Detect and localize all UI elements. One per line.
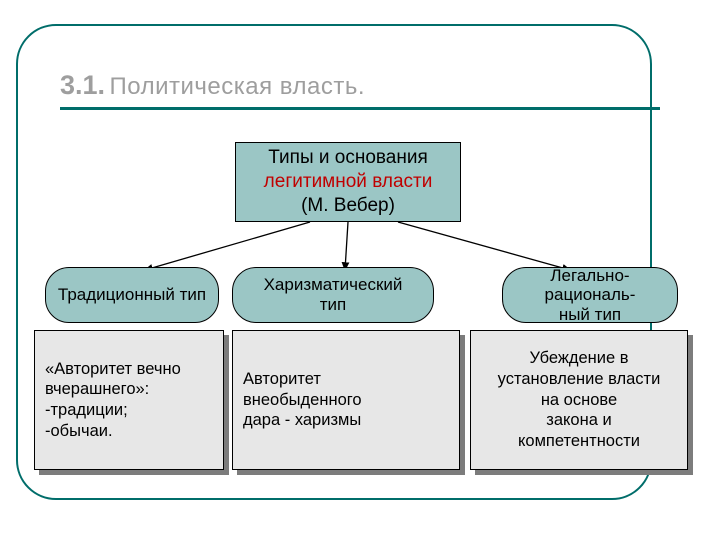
type-node-legal: Легально-рациональ-ный тип: [502, 267, 678, 323]
root-box: Типы и основания легитимной власти (М. В…: [235, 142, 461, 222]
arrow-line: [345, 222, 348, 270]
root-line3: (М. Вебер): [236, 194, 460, 218]
desc-text: Авторитетвнеобыденногодара - харизмы: [243, 369, 449, 431]
type-label: Легально-рациональ-ный тип: [545, 266, 636, 325]
desc-box-traditional: «Авторитет вечно вчерашнего»:-традиции;-…: [34, 330, 224, 470]
root-line1: Типы и основания: [236, 146, 460, 170]
arrow-line: [398, 222, 570, 270]
type-label: Харизматическийтип: [264, 275, 403, 314]
type-label: Традиционный тип: [58, 285, 206, 305]
title-text: Политическая власть.: [110, 73, 365, 100]
desc-text: Убеждение вустановление властина основез…: [481, 348, 677, 451]
type-node-traditional: Традиционный тип: [45, 267, 219, 323]
slide: { "colors": { "title": "#9e9e9e", "title…: [0, 0, 720, 540]
arrow-line: [145, 222, 310, 270]
desc-box-legal: Убеждение вустановление властина основез…: [470, 330, 688, 470]
desc-box-charismatic: Авторитетвнеобыденногодара - харизмы: [232, 330, 460, 470]
title-rule: [60, 107, 660, 110]
desc-text: «Авторитет вечно вчерашнего»:-традиции;-…: [45, 359, 213, 442]
slide-title-area: 3.1. Политическая власть.: [60, 70, 660, 110]
slide-title: 3.1. Политическая власть.: [60, 70, 660, 101]
title-number: 3.1.: [60, 70, 105, 100]
type-node-charismatic: Харизматическийтип: [232, 267, 434, 323]
root-line2: легитимной власти: [236, 170, 460, 194]
